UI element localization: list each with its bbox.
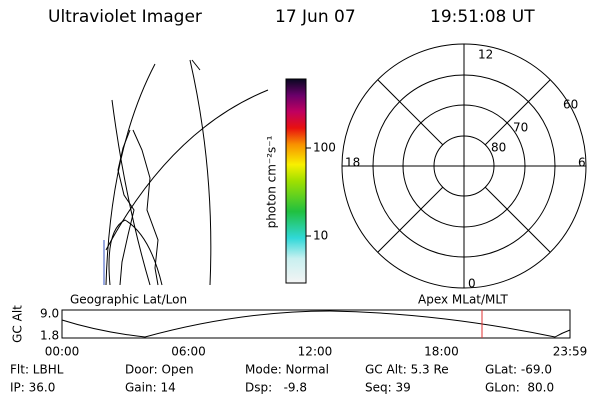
x-tick-label: 18:00: [424, 345, 459, 359]
title: Ultraviolet Imager: [48, 7, 202, 27]
map-caption: Geographic Lat/Lon: [70, 293, 187, 307]
altitude-label: GC Alt: [11, 305, 25, 343]
status-field: Mode: Normal: [245, 363, 329, 377]
status-field: Gain: 14: [125, 381, 176, 395]
status-field: Dsp: -9.8: [245, 381, 307, 395]
altitude-plot: GC Alt 9.0 1.8: [11, 305, 571, 343]
x-tick-label: 00:00: [45, 345, 80, 359]
x-tick-label: 06:00: [171, 345, 206, 359]
polar-label: 0: [468, 277, 476, 291]
polar-label: 60: [563, 98, 578, 112]
y-tick-label: 1.8: [40, 329, 59, 343]
colorbar: 100 10 photon cm⁻²s⁻¹: [265, 78, 336, 284]
geographic-map: [103, 59, 269, 286]
status-field: IP: 36.0: [10, 381, 55, 395]
date: 17 Jun 07: [275, 7, 356, 27]
x-tick-label: 12:00: [298, 345, 333, 359]
polar-grid: 12 18 6 0 60 70 80: [341, 43, 587, 291]
polar-label: 70: [513, 121, 528, 135]
polar-caption: Apex MLat/MLT: [418, 293, 508, 307]
time: 19:51:08 UT: [430, 7, 535, 27]
status: Flt: LBHL Door: Open Mode: Normal GC Alt: 5…: [10, 363, 554, 395]
polar-label: 18: [345, 156, 360, 170]
colorbar-label: photon cm⁻²s⁻¹: [265, 135, 279, 228]
status-field: GLat: -69.0: [485, 363, 552, 377]
status-field: Seq: 39: [365, 381, 411, 395]
status-field: GLon: 80.0: [485, 381, 554, 395]
polar-label: 80: [491, 141, 506, 155]
x-ticks: 00:00 06:00 12:00 18:00 23:59: [45, 345, 588, 359]
status-field: Door: Open: [125, 363, 194, 377]
x-tick-label: 23:59: [553, 345, 588, 359]
status-field: Flt: LBHL: [10, 363, 64, 377]
y-tick-label: 9.0: [40, 307, 59, 321]
polar-label: 6: [578, 156, 586, 170]
colorbar-tick: 100: [313, 141, 336, 155]
status-field: GC Alt: 5.3 Re: [365, 363, 449, 377]
colorbar-tick: 10: [313, 229, 328, 243]
polar-label: 12: [478, 48, 493, 62]
